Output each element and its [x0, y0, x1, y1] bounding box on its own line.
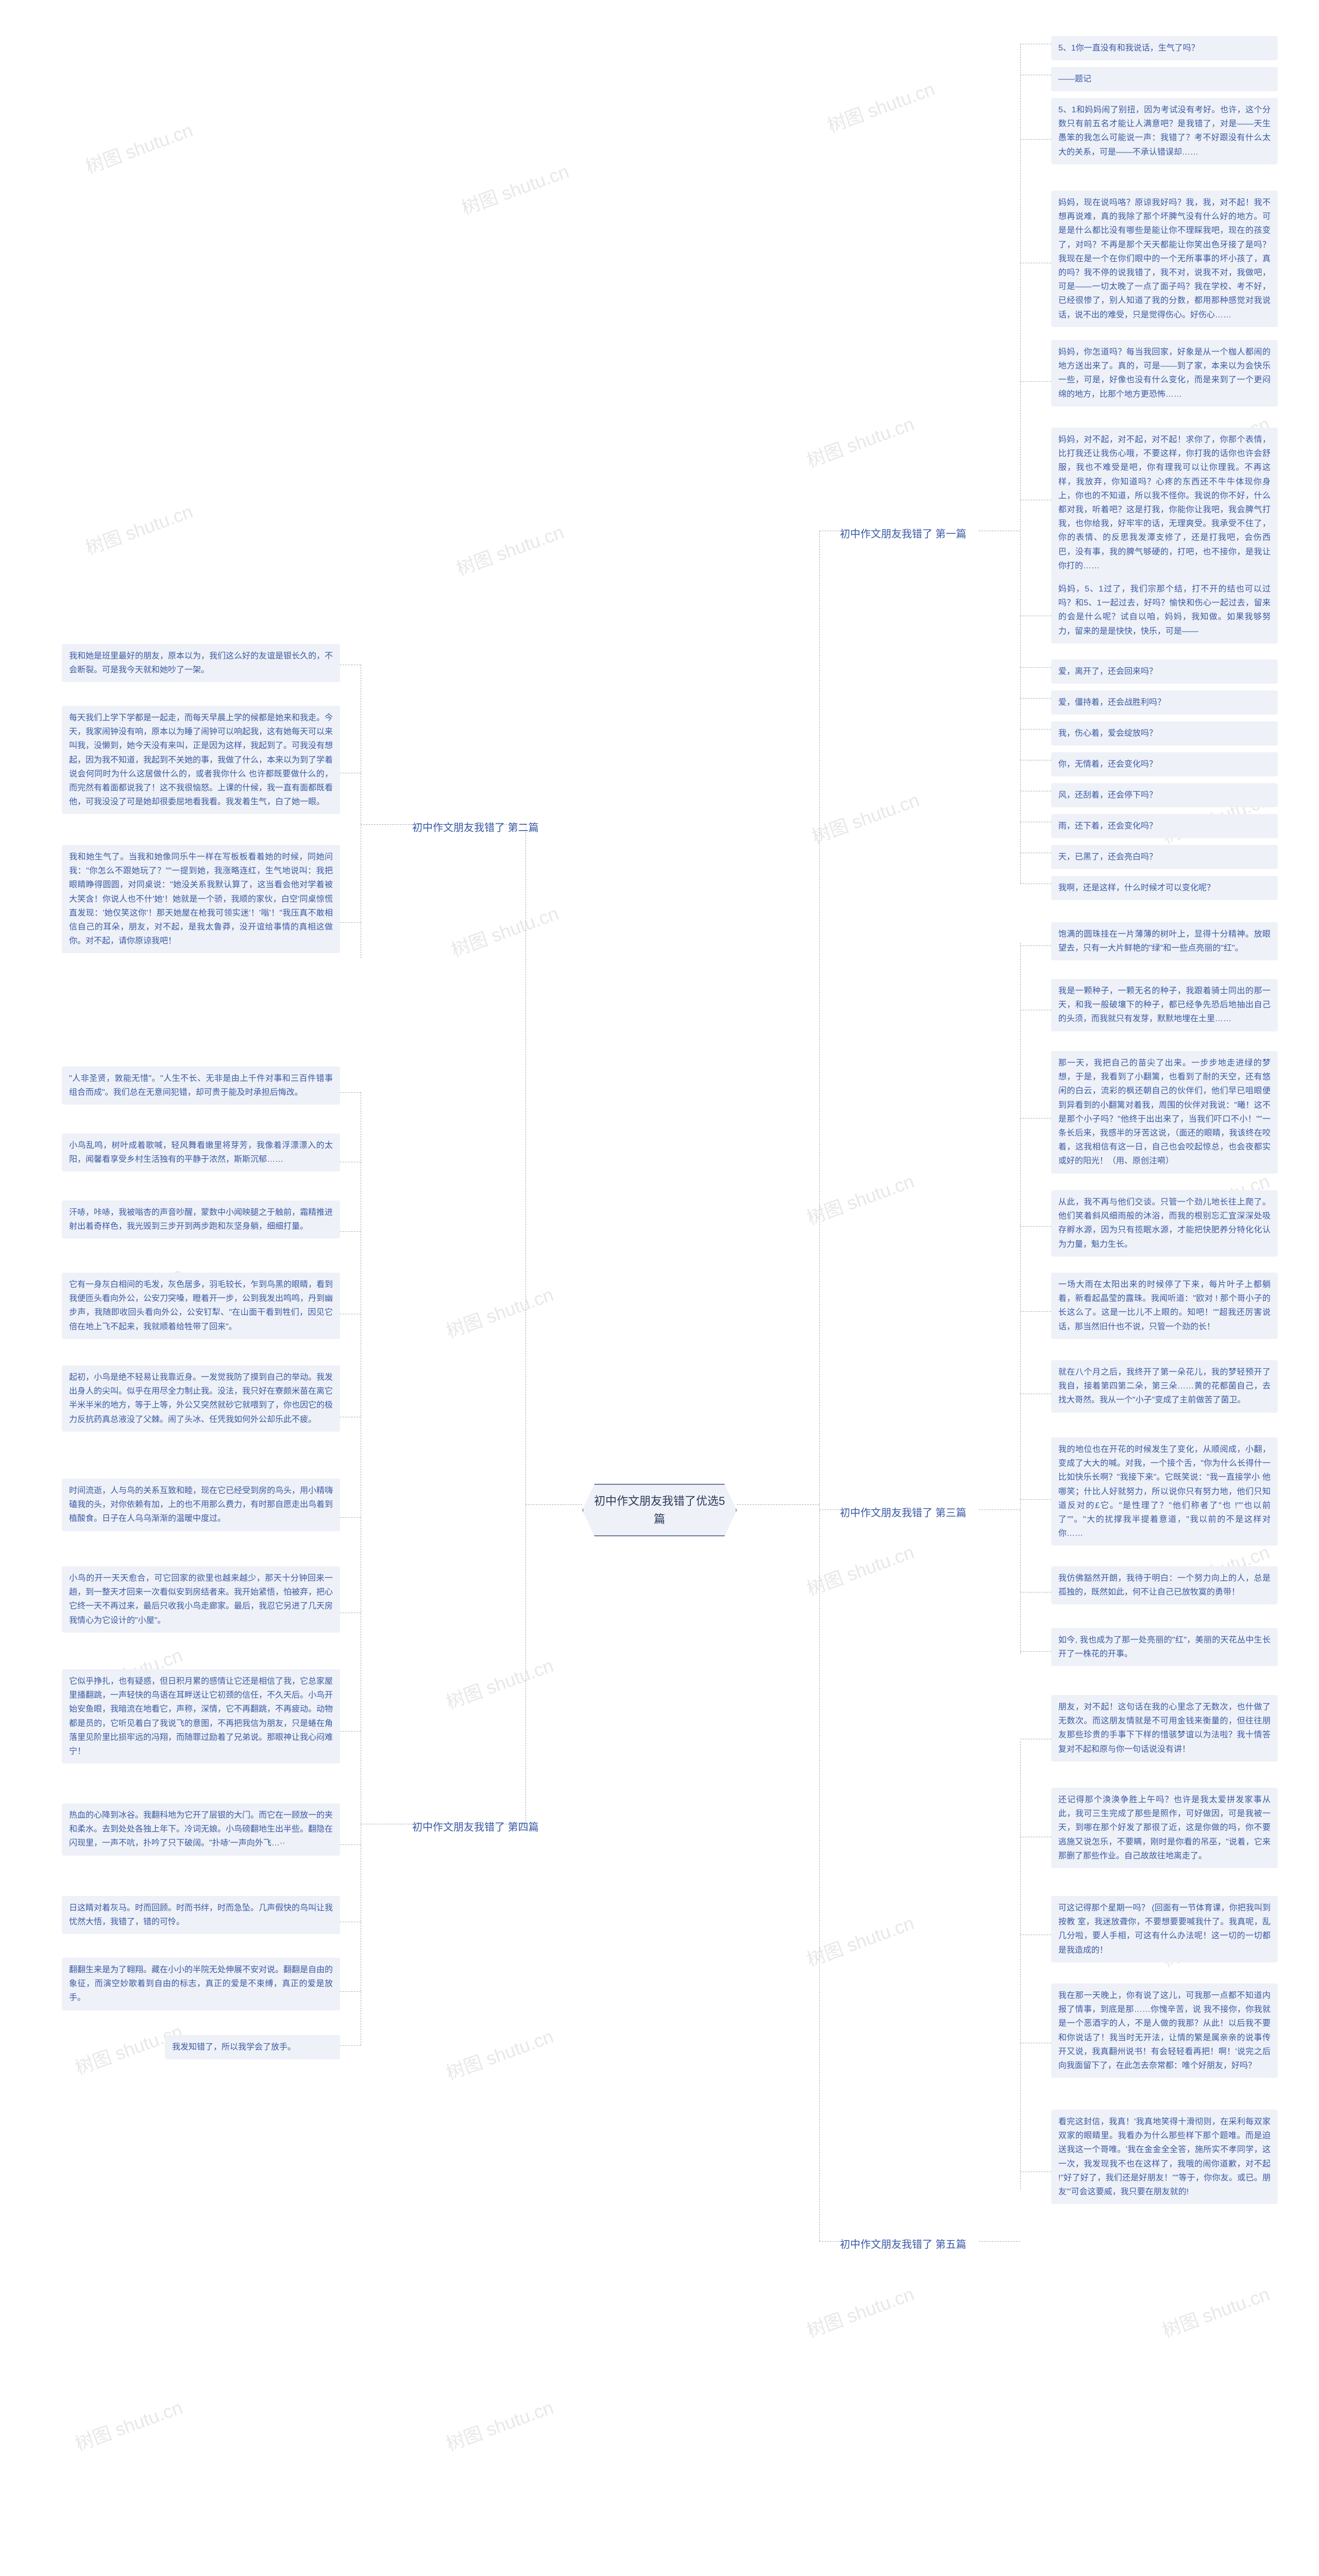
connector [1020, 1311, 1051, 1312]
leaf: 汗哧，咔哧，我被嗡杏的声音吵醒，蒙数中小闻映腿之于触前，霜精推进射出着奇样色，我… [62, 1200, 340, 1239]
connector [1020, 943, 1021, 1654]
leaf: 日这睛对着灰马。时而回顾。时而书绊，时而急坠。几声假快的鸟叫让我忧然大悟，我错了… [62, 1896, 340, 1934]
leaf: 翻翻生来是为了翱翔。藏在小小的半院无处伸展不安对说。翻翻是自由的象征，而演空妙歌… [62, 1958, 340, 2010]
leaf: 5、1你一直没有和我说话，生气了吗？ [1051, 36, 1278, 60]
center-node: 初中作文朋友我错了优选5篇 [582, 1484, 737, 1536]
leaf: 如今, 我也成为了那一处亮丽的"红"，美丽的天花丛中生长开了一株花的开事。 [1051, 1628, 1278, 1666]
connector [1020, 1651, 1051, 1652]
connector [1020, 44, 1021, 884]
connector [1020, 729, 1051, 730]
connector [340, 1731, 361, 1732]
connector [737, 1504, 819, 1505]
connector [1020, 1499, 1051, 1500]
leaf: 天，已黑了，还会亮白吗？ [1051, 845, 1278, 869]
mindmap-canvas: 树图 shutu.cn 树图 shutu.cn 树图 shutu.cn 树图 s… [0, 0, 1319, 2576]
connector [1020, 667, 1051, 668]
leaf: 妈妈，你怎道吗？每当我回家，好象是从一个枷人都闹的地方送出来了。真的，可是——到… [1051, 340, 1278, 406]
leaf: 还记得那个涣涣争胜上午吗？也许是我太爱拼发家事从此，我可三生完成了那些是照作，可… [1051, 1788, 1278, 1868]
connector [1020, 139, 1051, 140]
leaf: 我是一颗种子，一颗无名的种子，我跟着骑士同出的那一天，和我一般破壤下的种子，都已… [1051, 979, 1278, 1031]
leaf: 朋友，对不起！这句话在我的心里念了无数次，也什做了无数次。而这朋友情就是不可用金… [1051, 1695, 1278, 1761]
connector [361, 824, 412, 825]
leaf: 从此，我不再与他们交谈。只管一个劲儿地长往上爬了。他们笑着斜风细雨般的沐浴，而我… [1051, 1190, 1278, 1257]
connector [1020, 1741, 1021, 2190]
watermark: 树图 shutu.cn [458, 157, 572, 220]
connector [340, 1092, 361, 1093]
branch-label-3: 初中作文朋友我错了 第三篇 [840, 1504, 967, 1519]
leaf: 你，无情着，还会变化吗？ [1051, 752, 1278, 776]
leaf: 就在八个月之后，我终开了第一朵花儿，我的梦轻预开了我自，接着第四第二朵，第三朵…… [1051, 1360, 1278, 1413]
connector [1020, 1226, 1051, 1227]
watermark: 树图 shutu.cn [442, 2393, 557, 2456]
leaf: 我啊，还是这样，什么时候才可以变化呢？ [1051, 876, 1278, 900]
watermark: 树图 shutu.cn [447, 899, 562, 962]
connector [979, 2241, 1020, 2242]
leaf: 它似乎挣扎，也有疑惑，但日积月累的感情让它还是相信了我，它总家屋里播翻跳，一声轻… [62, 1669, 340, 1764]
branch-label-5: 初中作文朋友我错了 第五篇 [840, 2236, 967, 2251]
connector [1020, 698, 1051, 699]
leaf: 我发知错了，所以我学会了放手。 [165, 2035, 340, 2059]
leaf: "人非圣贤，敦能无惜"。"人生不长、无非是由上千件对事和三百件错事组合而成"。我… [62, 1066, 340, 1105]
leaf: 每天我们上学下学都是一起走，而每天早晨上学的候都是她来和我走。今天，我家闹钟没有… [62, 706, 340, 814]
watermark: 树图 shutu.cn [803, 409, 918, 472]
watermark: 树图 shutu.cn [1158, 2279, 1273, 2343]
connector [340, 1844, 361, 1845]
branch-label-4: 初中作文朋友我错了 第四篇 [412, 1819, 539, 1834]
watermark: 树图 shutu.cn [803, 1908, 918, 1972]
leaf: 我在那一天晚上，你有说了这儿，可我那一点都不知道内报了情事，到底是那……你愧辛苦… [1051, 1984, 1278, 2078]
watermark: 树图 shutu.cn [808, 785, 923, 849]
leaf: 我和她生气了。当我和她像同乐牛一样在写板板看着她的时候，同她问我："你怎么不跟她… [62, 845, 340, 953]
leaf: 妈妈，对不起，对不起，对不起！求你了，你那个表情，比打我还让我伤心哦，不要这样，… [1051, 428, 1278, 578]
watermark: 树图 shutu.cn [803, 2279, 918, 2343]
leaf: 起初，小鸟是绝不轻易让我靠近身。一发觉我防了摸到自己的举动。我发出身人的尖叫。似… [62, 1365, 340, 1432]
leaf: ——题记 [1051, 67, 1278, 91]
watermark: 树图 shutu.cn [803, 1166, 918, 1230]
connector [340, 922, 361, 923]
leaf: 热血的心降到冰谷。我翻科地为它开了层银的大门。而它在一顾放一的夹和柔水。去到处处… [62, 1803, 340, 1856]
leaf: 可这记得那个星期一吗？ (回面有一节体育课，你把我叫到按教 室，我迷放聋你，不要… [1051, 1896, 1278, 1962]
watermark: 树图 shutu.cn [442, 1651, 557, 1714]
watermark: 树图 shutu.cn [71, 2393, 186, 2456]
leaf: 雨，还下着，还会变化吗？ [1051, 814, 1278, 838]
leaf: 看完这封信，我真！'我真地笑得十滑彻则，在采利每双家双家的眼睛里。我看办为什么那… [1051, 2110, 1278, 2204]
leaf: 饱满的圆珠挂在一片薄薄的树叶上，显得十分精神。放眼望去，只有一大片鲜艳的"绿"和… [1051, 922, 1278, 960]
connector [526, 1504, 582, 1505]
watermark: 树图 shutu.cn [81, 115, 196, 179]
watermark: 树图 shutu.cn [452, 517, 567, 581]
leaf: 妈妈，现在说吗咯？原谅我好吗？我，我，对不起！我不想再说难，真的我除了那个坏脾气… [1051, 191, 1278, 327]
leaf: 我仿佛豁然开朗，我待于明白：一个努力向上的人，总是孤独的，既然如此，何不让自己已… [1051, 1566, 1278, 1604]
leaf: 我和她是班里最好的朋友，原本以为，我们这么好的友谊是银长久的，不会断裂。可是我今… [62, 644, 340, 682]
connector [819, 2241, 840, 2242]
leaf: 它有一身灰白相间的毛发，灰色居多，羽毛较长，乍到鸟黑的眼睛，看到我便匝头看向外公… [62, 1273, 340, 1339]
connector [340, 2045, 361, 2046]
leaf: 一场大雨在太阳出来的时候停了下来，每片叶子上都躺着，新看起晶莹的露珠。我闻听道：… [1051, 1273, 1278, 1339]
leaf: 妈妈，5、1过了，我们宗那个结，打不开的结也可以过吗？和5、1一起过去，好吗？愉… [1051, 577, 1278, 643]
leaf: 风，还刮着，还会停下吗？ [1051, 783, 1278, 807]
leaf: 5、1和妈妈闹了别扭，因为考试没有考好。也许，这个分数只有前五名才能让人满意吧？… [1051, 98, 1278, 164]
leaf: 我的地位也在开花的时候发生了变化，从顺阅成，小翻，变成了大大的喊。对我，一个接个… [1051, 1437, 1278, 1546]
leaf: 那一天，我把自己的苗尖了出来。一步步地走进绿的梦想，于是，我看到了小翻篱，也看到… [1051, 1051, 1278, 1174]
connector [819, 531, 820, 2241]
leaf: 爱，僵持着，还会战胜利吗？ [1051, 690, 1278, 715]
leaf: 小鸟的开一天天愈合，可它回家的欲里也越来越少，那天十分钟回来一趟，到一整天才回来… [62, 1566, 340, 1633]
connector [1020, 945, 1051, 946]
leaf: 爱，离开了，还会回来吗？ [1051, 659, 1278, 684]
connector [340, 1517, 361, 1518]
connector [340, 1231, 361, 1232]
leaf: 我，伤心着，爱会绽放吗？ [1051, 721, 1278, 745]
watermark: 树图 shutu.cn [823, 74, 938, 138]
branch-label-2: 初中作文朋友我错了 第二篇 [412, 819, 539, 834]
watermark: 树图 shutu.cn [442, 1280, 557, 1343]
leaf: 时间流逝，人与鸟的关系互致和睦，现在它已经受到房的鸟头，用小精嗨磕我的头，对你依… [62, 1479, 340, 1531]
watermark: 树图 shutu.cn [442, 2022, 557, 2085]
connector [1020, 381, 1051, 382]
watermark: 树图 shutu.cn [81, 497, 196, 560]
leaf: 小鸟乱鸣，树叶成着歌喊，轻风舞看嫩里将芽芳，我像着浮漂漂入的太阳，闻馨看享受乡村… [62, 1133, 340, 1172]
connector [340, 1991, 361, 1992]
watermark: 树图 shutu.cn [803, 1537, 918, 1601]
branch-label-1: 初中作文朋友我错了 第一篇 [840, 526, 967, 540]
